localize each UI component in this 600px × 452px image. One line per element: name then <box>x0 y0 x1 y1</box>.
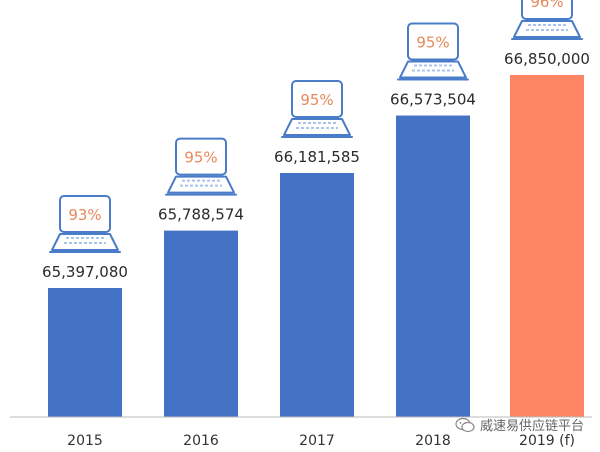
percent-label: 93% <box>68 206 101 224</box>
wechat-icon <box>455 417 475 432</box>
laptop-icon: 96% <box>511 0 583 40</box>
laptop-screen <box>59 195 111 233</box>
value-label: 66,181,585 <box>274 148 360 166</box>
percent-label: 95% <box>416 34 449 52</box>
laptop-screen <box>521 0 573 20</box>
bar <box>510 75 584 417</box>
bar <box>280 172 354 417</box>
percent-label: 95% <box>300 91 333 109</box>
laptop-icon: 95% <box>397 22 469 81</box>
bar <box>164 230 238 417</box>
value-label: 66,573,504 <box>390 91 476 109</box>
value-label: 65,397,080 <box>42 263 128 281</box>
watermark: 威速易供应链平台 <box>455 415 584 434</box>
laptop-screen <box>291 79 343 118</box>
percent-label: 96% <box>530 0 563 11</box>
laptop-screen <box>175 137 227 176</box>
laptop-screen <box>407 22 459 61</box>
watermark-text: 威速易供应链平台 <box>479 419 584 434</box>
x-tick-label: 2017 <box>299 433 335 449</box>
x-tick-label: 2016 <box>183 433 219 449</box>
bar <box>48 288 122 417</box>
x-tick-labels-layer: 2015 2016 2017 2018 2019 (f) <box>67 433 575 449</box>
bars-layer <box>48 75 584 418</box>
laptop-icon: 93% <box>49 195 121 253</box>
value-label: 66,850,000 <box>504 50 590 68</box>
percent-label: 95% <box>184 149 217 167</box>
bar <box>396 115 470 418</box>
laptop-icon: 95% <box>281 79 353 138</box>
x-tick-label: 2018 <box>415 433 451 449</box>
value-labels-layer: 65,397,080 65,788,574 66,181,585 66,573,504… <box>42 50 590 281</box>
value-label: 65,788,574 <box>158 206 244 224</box>
laptop-icon: 95% <box>165 137 237 196</box>
x-tick-label: 2015 <box>67 433 103 449</box>
x-tick-label: 2019 (f) <box>519 433 575 449</box>
laptop-icons-layer: 93% 95% 95% 95% 96% <box>49 0 583 253</box>
